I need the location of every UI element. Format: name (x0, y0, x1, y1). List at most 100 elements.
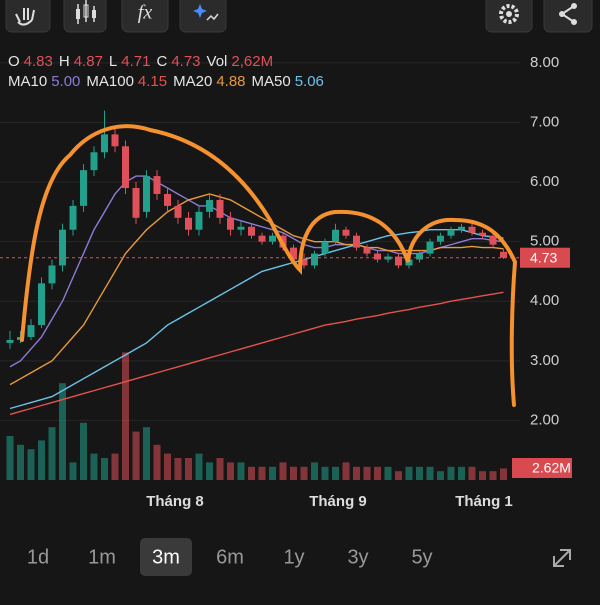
volume-bar (6, 436, 14, 480)
candle-body (80, 170, 87, 206)
fx-button[interactable] (121, 0, 169, 33)
share-icon (571, 3, 577, 9)
x-tick-label: Tháng 9 (309, 493, 367, 510)
volume-bar (258, 466, 266, 480)
candle-body (132, 188, 140, 218)
candle-body (248, 226, 255, 236)
volume-bar (416, 466, 423, 480)
chart: 8.00 7.00 6.00 5.00 4.00 3.00 2.00 4.73 2.62M Thá… (0, 54, 572, 510)
candle-body (311, 253, 318, 266)
timeframe-button[interactable]: 6m (216, 546, 244, 568)
volume-bar (437, 471, 444, 480)
legend-value: 4.15 (138, 73, 167, 90)
timeframe-button[interactable]: 3y (347, 546, 368, 568)
legend-key: MA100 (86, 73, 134, 90)
volume-bar (227, 462, 234, 480)
share-button[interactable] (543, 0, 593, 33)
timeframe-button[interactable]: 1y (283, 546, 304, 568)
volume-bar (111, 453, 119, 480)
candle-body (59, 229, 66, 266)
candle-body (342, 229, 350, 236)
timeframe-button[interactable]: 1d (27, 546, 49, 568)
timeframe-bar: 1d 1m 3m 6m 1y 3y 5y (27, 538, 433, 576)
volume-bar (300, 466, 308, 480)
timeframe-button[interactable]: 3m (152, 546, 180, 568)
volume-bar (458, 466, 465, 480)
y-tick-label: 3.00 (530, 352, 559, 369)
volume-bar (132, 431, 140, 480)
volume-bar (447, 466, 455, 480)
legend-key: MA20 (173, 73, 212, 90)
volume-bar (269, 466, 276, 480)
legend-value: 4.73 (171, 53, 200, 70)
legend-value: 4.83 (24, 53, 53, 70)
selected-timeframe-bg (140, 538, 192, 576)
candle-body (405, 259, 413, 266)
ma-line (9, 175, 504, 368)
ai-button[interactable] (179, 0, 227, 33)
candle-body (395, 256, 402, 266)
candle-body (174, 205, 182, 218)
candle-body (468, 226, 476, 233)
candle-body (300, 259, 308, 266)
last-price-label: 4.73 (530, 249, 557, 265)
candle-body (38, 283, 45, 326)
candle-icon (92, 10, 96, 18)
candle-body (6, 339, 14, 343)
volume-bar (174, 458, 182, 480)
volume-bar (101, 458, 108, 480)
candle-body (416, 253, 423, 260)
y-tick-label: 8.00 (530, 54, 559, 71)
expand-icon[interactable] (553, 549, 571, 567)
candle-button[interactable] (63, 0, 107, 33)
candle-body (164, 193, 171, 206)
volume-bar (59, 383, 66, 480)
y-tick-label: 4.00 (530, 292, 559, 309)
candle-icon (83, 4, 89, 18)
candle-body (237, 226, 245, 230)
volume-bar (479, 471, 486, 480)
share-icon (559, 11, 565, 17)
candle-body (258, 235, 266, 242)
candle-body (101, 134, 108, 153)
timeframe-button[interactable]: 1m (88, 546, 116, 568)
candle-body (500, 251, 507, 258)
candle-icon (76, 9, 80, 19)
legend-key: MA10 (8, 73, 47, 90)
volume-bar (279, 462, 287, 480)
trend-icon (206, 13, 219, 21)
volume-tag (512, 458, 572, 478)
volume-bar (122, 352, 129, 480)
candle-body (48, 265, 56, 284)
x-tick-label: Tháng 1 (455, 493, 513, 510)
volume-bar (185, 458, 192, 480)
volume-bar (153, 444, 161, 480)
candle-body (122, 146, 129, 189)
annotation-stroke (20, 124, 518, 407)
y-tick-label: 7.00 (530, 113, 559, 130)
volume-bar (353, 466, 360, 480)
candle-body (384, 256, 392, 260)
timeframe-button[interactable]: 5y (411, 546, 432, 568)
volume-bar (332, 466, 339, 480)
volume-bar (38, 440, 45, 480)
candle-body (489, 235, 497, 245)
candle-body (332, 229, 339, 242)
candle-body (437, 235, 444, 242)
volume-tag-label: 2.62M (532, 460, 571, 476)
volume-bar (405, 466, 413, 480)
volume-bar (27, 449, 35, 480)
gear-icon (506, 11, 512, 17)
candle-body (195, 211, 203, 230)
candle-body (363, 247, 371, 254)
volume-bar (48, 427, 56, 480)
candle-body (143, 176, 150, 212)
y-tick-label: 2.00 (530, 411, 559, 428)
candle-body (426, 241, 434, 254)
volume-bar (489, 471, 497, 480)
legend-value: 2,62M (231, 53, 273, 70)
candle-body (290, 247, 297, 260)
volume-bar (468, 466, 476, 480)
volume-bar (311, 462, 318, 480)
y-tick-label: 6.00 (530, 173, 559, 190)
